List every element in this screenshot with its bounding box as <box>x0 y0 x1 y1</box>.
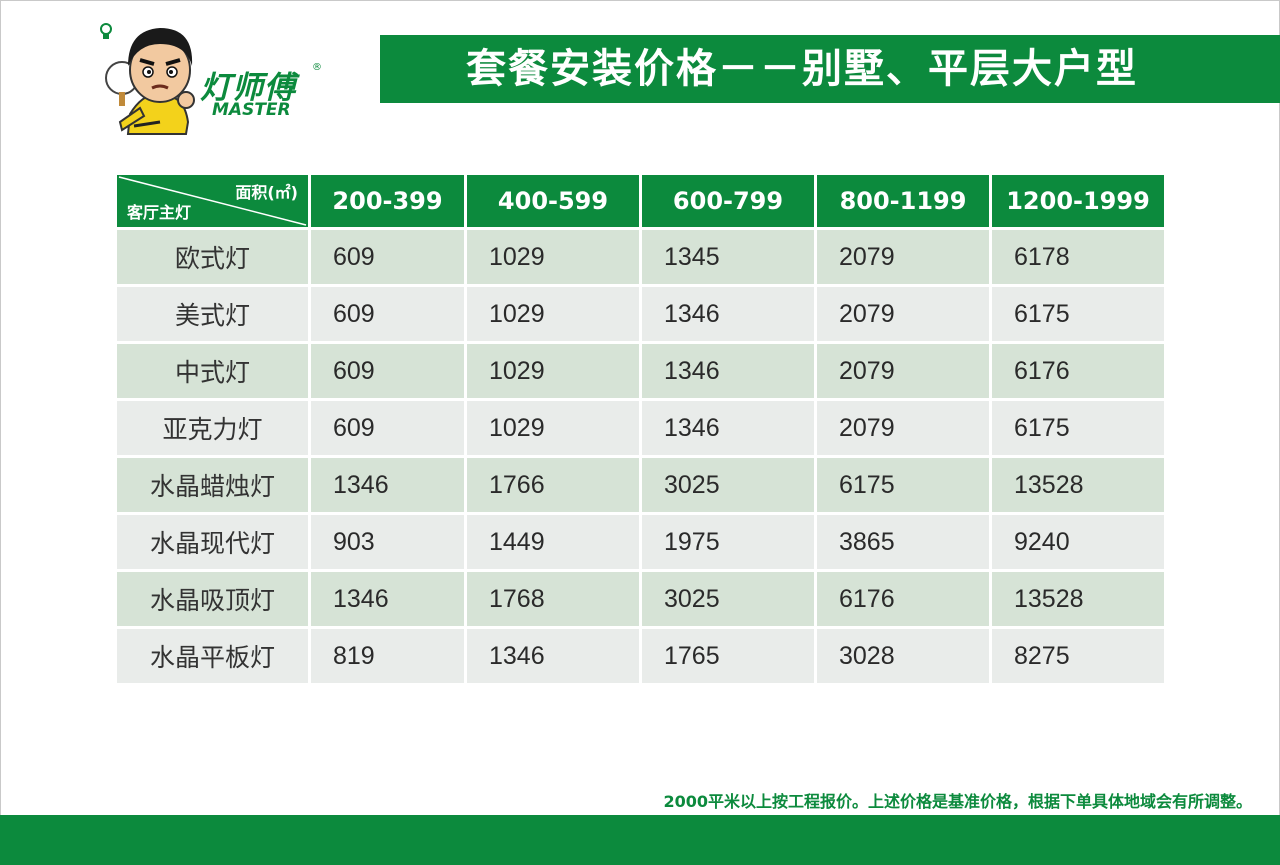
column-header: 1200-1999 <box>992 175 1164 227</box>
lamp-type-cell: 美式灯 <box>117 287 308 341</box>
price-cell: 1029 <box>467 401 639 455</box>
price-cell: 609 <box>311 344 464 398</box>
price-cell: 1346 <box>467 629 639 683</box>
price-cell: 13528 <box>992 572 1164 626</box>
footer-note: 2000平米以上按工程报价。上述价格是基准价格，根据下单具体地域会有所调整。 <box>663 792 1252 811</box>
price-table: 面积(㎡) 客厅主灯 200-399 400-599 600-799 800-1… <box>114 172 1167 686</box>
registered-mark: ® <box>312 62 322 73</box>
price-cell: 6176 <box>992 344 1164 398</box>
table-row: 中式灯 609 1029 1346 2079 6176 <box>117 344 1164 398</box>
price-cell: 3025 <box>642 458 814 512</box>
diagonal-divider <box>118 176 307 226</box>
price-cell: 609 <box>311 230 464 284</box>
lamp-type-cell: 水晶现代灯 <box>117 515 308 569</box>
table-header-row: 面积(㎡) 客厅主灯 200-399 400-599 600-799 800-1… <box>117 175 1164 227</box>
price-cell: 3028 <box>817 629 989 683</box>
table-row: 水晶蜡烛灯 1346 1766 3025 6175 13528 <box>117 458 1164 512</box>
price-cell: 1345 <box>642 230 814 284</box>
lamp-type-cell: 水晶平板灯 <box>117 629 308 683</box>
table-row: 欧式灯 609 1029 1345 2079 6178 <box>117 230 1164 284</box>
table-corner-cell: 面积(㎡) 客厅主灯 <box>117 175 308 227</box>
title-banner <box>380 35 1280 103</box>
brand-name-cn: 灯师傅 <box>200 70 296 106</box>
table-row: 水晶平板灯 819 1346 1765 3028 8275 <box>117 629 1164 683</box>
price-cell: 3025 <box>642 572 814 626</box>
lightbulb-icon <box>100 23 112 39</box>
table-row: 水晶吸顶灯 1346 1768 3025 6176 13528 <box>117 572 1164 626</box>
price-cell: 1029 <box>467 230 639 284</box>
price-cell: 609 <box>311 287 464 341</box>
price-cell: 13528 <box>992 458 1164 512</box>
price-cell: 2079 <box>817 344 989 398</box>
price-cell: 1346 <box>311 458 464 512</box>
price-cell: 8275 <box>992 629 1164 683</box>
price-cell: 2079 <box>817 401 989 455</box>
price-cell: 2079 <box>817 230 989 284</box>
lamp-type-cell: 欧式灯 <box>117 230 308 284</box>
price-cell: 1346 <box>642 287 814 341</box>
price-cell: 1768 <box>467 572 639 626</box>
price-cell: 1029 <box>467 287 639 341</box>
mascot-icon <box>105 28 195 135</box>
price-cell: 1766 <box>467 458 639 512</box>
lamp-type-cell: 亚克力灯 <box>117 401 308 455</box>
price-cell: 1765 <box>642 629 814 683</box>
price-cell: 1449 <box>467 515 639 569</box>
price-cell: 6175 <box>817 458 989 512</box>
price-cell: 6175 <box>992 287 1164 341</box>
bottom-banner <box>0 815 1280 865</box>
table-row: 亚克力灯 609 1029 1346 2079 6175 <box>117 401 1164 455</box>
price-cell: 1346 <box>311 572 464 626</box>
lamp-type-cell: 水晶蜡烛灯 <box>117 458 308 512</box>
price-cell: 2079 <box>817 287 989 341</box>
lamp-type-cell: 水晶吸顶灯 <box>117 572 308 626</box>
lamp-type-cell: 中式灯 <box>117 344 308 398</box>
price-cell: 6175 <box>992 401 1164 455</box>
price-cell: 609 <box>311 401 464 455</box>
price-cell: 6178 <box>992 230 1164 284</box>
price-cell: 1029 <box>467 344 639 398</box>
column-header: 400-599 <box>467 175 639 227</box>
brand-name-en: MASTER <box>212 100 291 120</box>
price-cell: 6176 <box>817 572 989 626</box>
column-header: 600-799 <box>642 175 814 227</box>
price-cell: 9240 <box>992 515 1164 569</box>
page-title: 套餐安装价格－－别墅、平层大户型 <box>466 46 1138 92</box>
price-cell: 819 <box>311 629 464 683</box>
price-cell: 903 <box>311 515 464 569</box>
price-cell: 1346 <box>642 344 814 398</box>
column-header: 200-399 <box>311 175 464 227</box>
price-cell: 1975 <box>642 515 814 569</box>
lamp-header-label: 客厅主灯 <box>127 203 192 222</box>
table-row: 水晶现代灯 903 1449 1975 3865 9240 <box>117 515 1164 569</box>
brand-logo: 灯师傅 ® MASTER <box>100 22 340 140</box>
column-header: 800-1199 <box>817 175 989 227</box>
area-header-label: 面积(㎡) <box>235 183 298 202</box>
price-cell: 1346 <box>642 401 814 455</box>
table-row: 美式灯 609 1029 1346 2079 6175 <box>117 287 1164 341</box>
price-cell: 3865 <box>817 515 989 569</box>
